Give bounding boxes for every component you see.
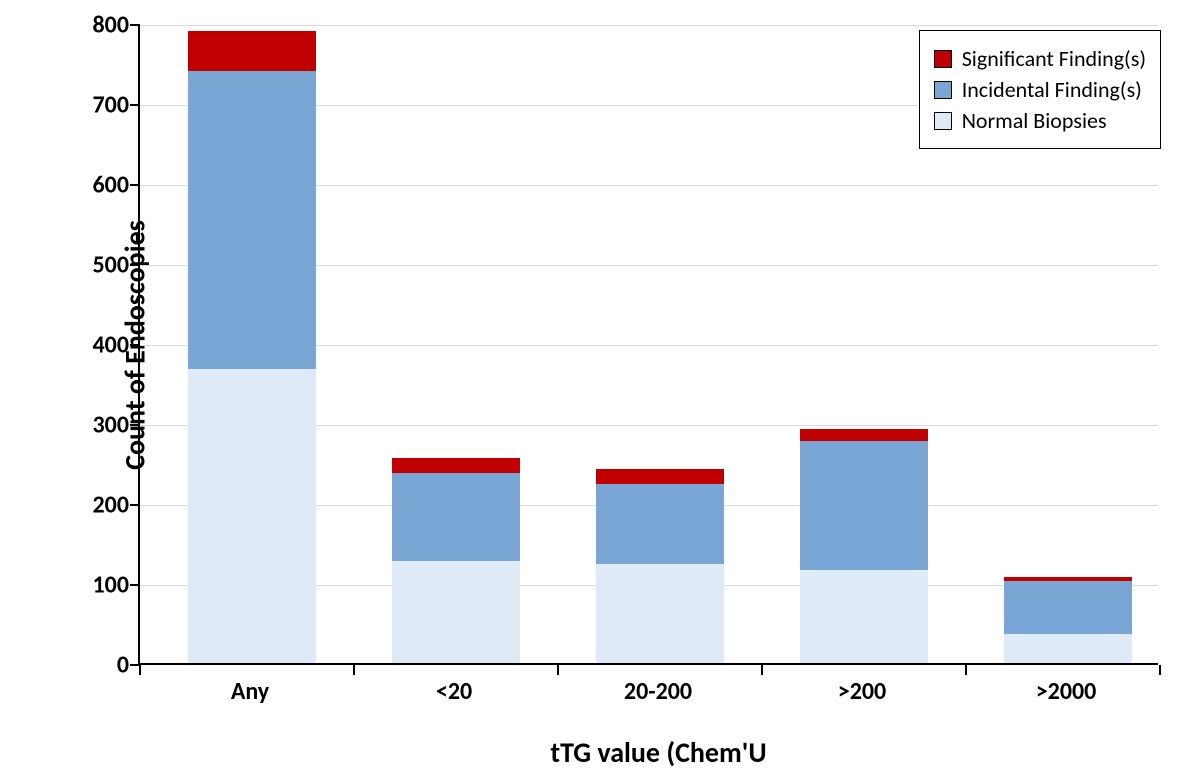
x-tick-mark bbox=[965, 665, 967, 675]
y-tick-mark bbox=[130, 424, 140, 426]
x-tick-mark bbox=[139, 665, 141, 675]
y-tick-mark bbox=[130, 184, 140, 186]
x-axis-title: tTG value (Chem'U bbox=[550, 735, 766, 770]
x-tick-label: >200 bbox=[838, 677, 886, 706]
legend-item: Incidental Finding(s) bbox=[934, 76, 1146, 103]
legend: Significant Finding(s) Incidental Finding… bbox=[919, 30, 1161, 149]
legend-item: Normal Biopsies bbox=[934, 107, 1146, 134]
legend-swatch bbox=[934, 50, 952, 68]
y-tick-label: 600 bbox=[69, 171, 129, 200]
bar-segment bbox=[800, 441, 928, 571]
x-tick-mark bbox=[761, 665, 763, 675]
gridline bbox=[140, 25, 1158, 26]
bar-segment bbox=[596, 484, 724, 564]
x-tick-mark bbox=[353, 665, 355, 675]
bar-segment bbox=[1004, 581, 1132, 634]
bar-segment bbox=[188, 369, 316, 663]
x-tick-label: <20 bbox=[436, 677, 472, 706]
y-tick-label: 800 bbox=[69, 11, 129, 40]
y-tick-mark bbox=[130, 344, 140, 346]
bar-segment bbox=[800, 570, 928, 663]
bar-segment bbox=[392, 561, 520, 663]
bar-segment bbox=[1004, 577, 1132, 582]
legend-item: Significant Finding(s) bbox=[934, 45, 1146, 72]
legend-swatch bbox=[934, 81, 952, 99]
y-tick-mark bbox=[130, 584, 140, 586]
y-tick-label: 400 bbox=[69, 331, 129, 360]
bar-segment bbox=[596, 469, 724, 483]
y-tick-mark bbox=[130, 264, 140, 266]
legend-label: Incidental Finding(s) bbox=[962, 76, 1142, 103]
y-tick-label: 200 bbox=[69, 491, 129, 520]
y-tick-label: 100 bbox=[69, 571, 129, 600]
bar-segment bbox=[188, 71, 316, 369]
bar-segment bbox=[188, 31, 316, 71]
y-tick-mark bbox=[130, 24, 140, 26]
bar-segment bbox=[596, 564, 724, 663]
y-tick-label: 300 bbox=[69, 411, 129, 440]
bar-segment bbox=[392, 473, 520, 561]
legend-label: Normal Biopsies bbox=[962, 107, 1107, 134]
y-tick-mark bbox=[130, 104, 140, 106]
y-tick-label: 0 bbox=[69, 651, 129, 680]
bar-segment bbox=[800, 429, 928, 440]
legend-swatch bbox=[934, 112, 952, 130]
y-tick-mark bbox=[130, 504, 140, 506]
x-tick-mark bbox=[557, 665, 559, 675]
legend-label: Significant Finding(s) bbox=[962, 45, 1146, 72]
y-tick-label: 500 bbox=[69, 251, 129, 280]
x-tick-label: >2000 bbox=[1036, 677, 1097, 706]
y-tick-label: 700 bbox=[69, 91, 129, 120]
x-tick-label: 20-200 bbox=[624, 677, 692, 706]
x-tick-mark bbox=[1159, 665, 1161, 675]
x-tick-label: Any bbox=[231, 677, 269, 706]
bar-segment bbox=[392, 458, 520, 472]
bar-segment bbox=[1004, 634, 1132, 663]
